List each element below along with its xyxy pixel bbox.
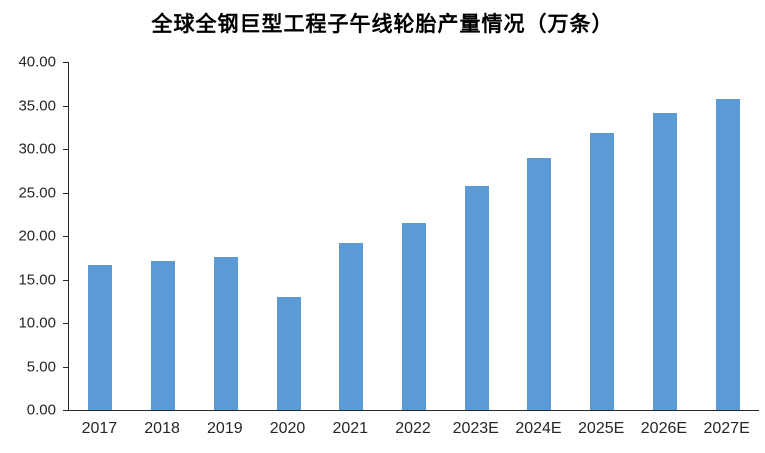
- y-axis-tick: [63, 192, 68, 194]
- plot-area: [68, 62, 759, 411]
- bar-2019: [213, 256, 238, 410]
- bar-2018: [151, 261, 176, 410]
- bar-2017: [88, 264, 113, 410]
- y-axis-tick: [63, 410, 68, 411]
- x-axis-label-2018: 2018: [144, 420, 180, 437]
- y-axis-label-40.00: 40.00: [18, 53, 56, 71]
- y-axis-tick: [63, 149, 68, 150]
- y-axis-tick: [63, 279, 68, 281]
- bar-2026E: [652, 113, 677, 410]
- y-axis-label-15.00: 15.00: [18, 271, 56, 288]
- y-axis-label-30.00: 30.00: [18, 140, 56, 158]
- y-axis-tick: [63, 323, 68, 324]
- x-axis-label-2020: 2020: [269, 420, 306, 437]
- y-axis-label-20.00: 20.00: [18, 227, 56, 245]
- y-axis-label-5.00: 5.00: [26, 358, 56, 375]
- x-axis-label-2023E: 2023E: [452, 420, 499, 437]
- chart-title: 全球全钢巨型工程子午线轮胎产量情况（万条）: [151, 13, 614, 36]
- x-axis-label-2026E: 2026E: [640, 420, 688, 437]
- x-axis-label-2022: 2022: [395, 420, 431, 437]
- x-axis-label-2019: 2019: [207, 420, 243, 437]
- y-axis-label-0.00: 0.00: [26, 401, 56, 419]
- bar-2022: [402, 222, 426, 410]
- bar-2025E: [590, 133, 615, 410]
- bar-2027E: [715, 98, 740, 410]
- bar-2021: [339, 242, 364, 410]
- bar-2020: [276, 296, 301, 410]
- y-axis-tick: [63, 366, 68, 368]
- y-axis-tick: [63, 105, 68, 107]
- x-axis-label-2017: 2017: [81, 420, 118, 437]
- bar-2023E: [464, 185, 489, 410]
- y-axis-label-10.00: 10.00: [18, 314, 56, 332]
- x-axis-label-2024E: 2024E: [515, 420, 562, 437]
- y-axis-tick: [63, 236, 68, 237]
- x-axis-label-2027E: 2027E: [703, 420, 750, 437]
- x-axis-label-2025E: 2025E: [578, 420, 625, 437]
- y-axis-label-35.00: 35.00: [18, 97, 56, 114]
- bar-2024E: [527, 157, 552, 410]
- y-axis-tick: [63, 62, 68, 63]
- y-axis-label-25.00: 25.00: [18, 184, 56, 201]
- x-axis-label-2021: 2021: [332, 420, 369, 437]
